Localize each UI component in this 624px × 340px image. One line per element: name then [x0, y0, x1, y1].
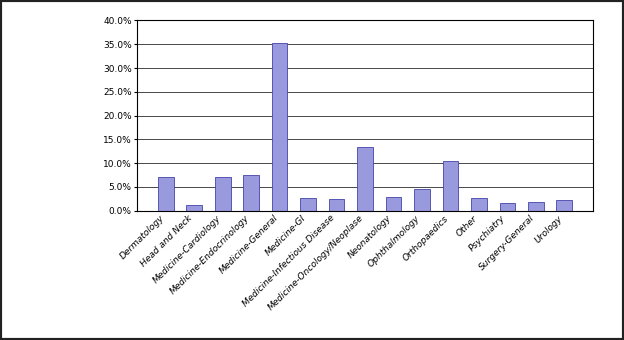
- Bar: [386, 197, 401, 211]
- Bar: [557, 200, 572, 211]
- Bar: [442, 161, 458, 211]
- Bar: [329, 199, 344, 211]
- Bar: [300, 198, 316, 211]
- Bar: [500, 203, 515, 211]
- Bar: [528, 202, 544, 211]
- Bar: [243, 175, 259, 211]
- Bar: [158, 177, 173, 211]
- Bar: [357, 147, 373, 211]
- Bar: [471, 198, 487, 211]
- Bar: [414, 189, 430, 211]
- Bar: [215, 176, 230, 211]
- Bar: [272, 43, 288, 211]
- Bar: [187, 205, 202, 211]
